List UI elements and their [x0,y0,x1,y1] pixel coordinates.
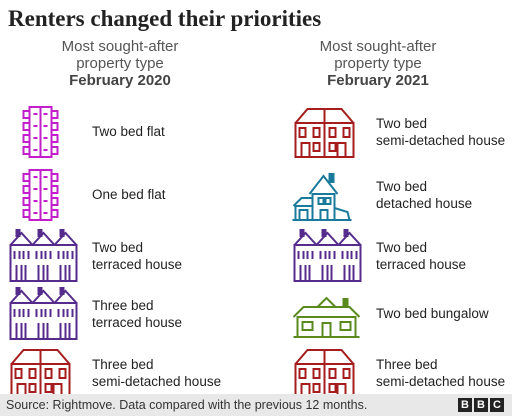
column-period: February 2021 [327,72,429,89]
column-heading-line1: Most sought-after [319,38,437,55]
chart-title: Renters changed their priorities [8,6,322,31]
property-label-line: semi-detached house [92,374,222,389]
property-label-line: Three bed [92,298,154,313]
bbc-logo-letter: C [490,398,504,412]
property-item: Two bed flat [6,105,228,159]
property-label-line: Two bed flat [92,124,165,139]
property-label: Three bed semi-detached house [92,356,221,390]
flat-icon [6,168,81,222]
bungalow-icon [290,287,365,341]
property-label: Two bed semi-detached house [376,115,505,149]
property-label-line: semi-detached house [376,374,506,389]
column-heading-line2: property type [76,55,164,72]
property-label-line: Two bed bungalow [376,306,489,321]
terraced-house-icon [6,229,81,283]
column-period: February 2020 [69,72,171,89]
semi-detached-house-icon [290,346,365,400]
property-label-line: Two bed [376,240,428,255]
property-item: One bed flat [6,168,228,222]
bbc-logo: B B C [458,398,504,412]
property-item: Two bed terraced house [6,229,228,283]
property-label-line: Three bed [92,357,154,372]
terraced-house-icon [290,229,365,283]
semi-detached-house-icon [6,346,81,400]
flat-icon [6,105,81,159]
property-item: Two bed semi-detached house [290,105,512,159]
property-label-line: detached house [376,196,473,211]
column-heading-line2: property type [334,55,422,72]
property-item: Two bed bungalow [290,287,512,341]
terraced-house-icon [6,287,81,341]
property-label-line: terraced house [376,257,467,272]
property-label: One bed flat [92,186,166,203]
column-heading-line1: Most sought-after [61,38,179,55]
detached-house-icon [290,168,365,222]
property-label-line: terraced house [92,315,183,330]
property-label: Two bed terraced house [376,239,466,273]
column-heading-2021: Most sought-after property type February… [258,38,498,89]
property-label: Two bed flat [92,123,165,140]
property-item: Three bed semi-detached house [290,346,512,400]
property-label: Two bed bungalow [376,305,489,322]
footer: Source: Rightmove. Data compared with th… [0,394,512,416]
property-label-line: Two bed [376,179,428,194]
property-label-line: terraced house [92,257,183,272]
property-label: Three bed terraced house [92,297,182,331]
property-label-line: Two bed [92,240,144,255]
property-label: Two bed detached house [376,178,472,212]
property-item: Three bed semi-detached house [6,346,228,400]
property-item: Three bed terraced house [6,287,228,341]
property-item: Two bed detached house [290,168,512,222]
property-label-line: Two bed [376,116,428,131]
property-label-line: Three bed [376,357,438,372]
semi-detached-house-icon [290,105,365,159]
property-label: Two bed terraced house [92,239,182,273]
column-heading-2020: Most sought-after property type February… [0,38,240,89]
property-label-line: semi-detached house [376,133,506,148]
bbc-logo-letter: B [474,398,488,412]
property-item: Two bed terraced house [290,229,512,283]
bbc-logo-letter: B [458,398,472,412]
property-label-line: One bed flat [92,187,166,202]
property-label: Three bed semi-detached house [376,356,505,390]
source-note: Source: Rightmove. Data compared with th… [6,398,368,412]
